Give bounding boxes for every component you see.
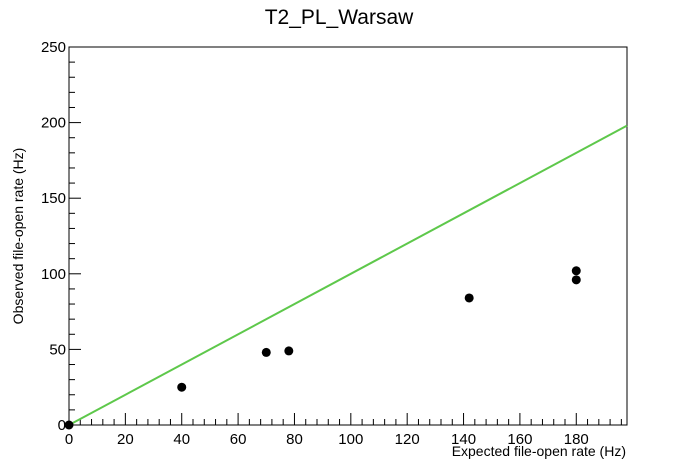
- y-tick-label: 100: [41, 266, 66, 283]
- y-tick-label: 50: [49, 341, 66, 358]
- data-point: [177, 382, 187, 392]
- y-tick-label: 150: [41, 190, 66, 207]
- reference-line: [68, 124, 628, 426]
- reference-line-layer: [68, 124, 628, 426]
- x-tick-label: 100: [338, 431, 363, 448]
- x-tick-label: 160: [507, 431, 532, 448]
- x-tick-label: 0: [65, 431, 73, 448]
- x-tick-label: 120: [395, 431, 420, 448]
- data-point: [464, 293, 474, 303]
- y-axis: 0 50 100 150 200 250: [41, 39, 81, 434]
- x-tick-label: 40: [173, 431, 190, 448]
- x-tick-label: 80: [286, 431, 303, 448]
- x-tick-label: 180: [564, 431, 589, 448]
- y-tick-label: 0: [58, 417, 66, 434]
- chart-title: T2_PL_Warsaw: [265, 6, 414, 29]
- y-tick-label: 200: [41, 115, 66, 132]
- y-axis-title: Observed file-open rate (Hz): [10, 148, 26, 325]
- data-point: [571, 266, 581, 276]
- x-tick-label: 60: [230, 431, 247, 448]
- points-layer: [64, 266, 581, 430]
- data-point: [261, 347, 271, 357]
- x-tick-label: 20: [117, 431, 134, 448]
- data-point: [64, 420, 74, 430]
- x-axis-title: Expected file-open rate (Hz): [452, 443, 626, 459]
- x-axis: 0 20 40 60 80 100 120 140 160 180: [65, 413, 622, 448]
- data-point: [284, 346, 294, 356]
- plot-frame: [68, 46, 628, 426]
- data-point: [571, 275, 581, 285]
- y-tick-label: 250: [41, 39, 66, 56]
- x-tick-label: 140: [451, 431, 476, 448]
